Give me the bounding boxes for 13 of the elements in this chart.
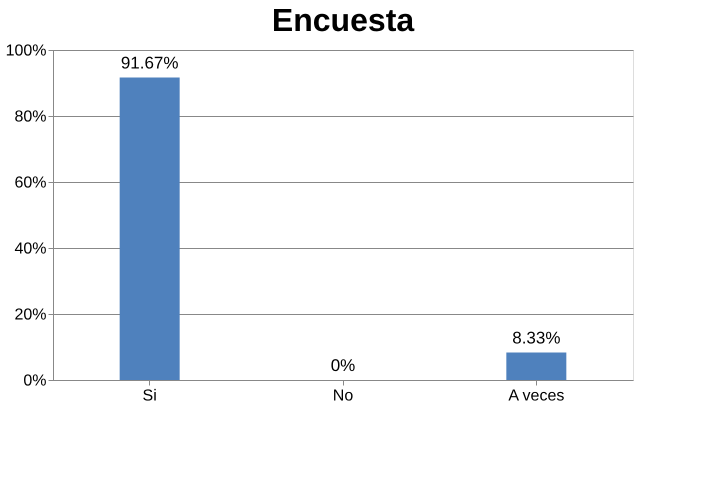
y-tick-label: 20% bbox=[14, 306, 46, 324]
x-tick-label: Si bbox=[142, 388, 157, 404]
chart-title: Encuesta bbox=[272, 2, 414, 38]
y-tick-label: 40% bbox=[14, 240, 46, 258]
y-tick-label: 60% bbox=[14, 174, 46, 192]
x-tick-label: No bbox=[332, 388, 354, 404]
y-tick-label: 80% bbox=[14, 108, 46, 126]
data-label: 8.33% bbox=[512, 328, 560, 348]
y-tick-label: 0% bbox=[23, 372, 46, 390]
data-label: 0% bbox=[330, 356, 356, 375]
x-tick-label: A veces bbox=[508, 388, 564, 404]
data-label: 91.67% bbox=[120, 53, 179, 72]
y-tick-label: 100% bbox=[6, 42, 46, 60]
